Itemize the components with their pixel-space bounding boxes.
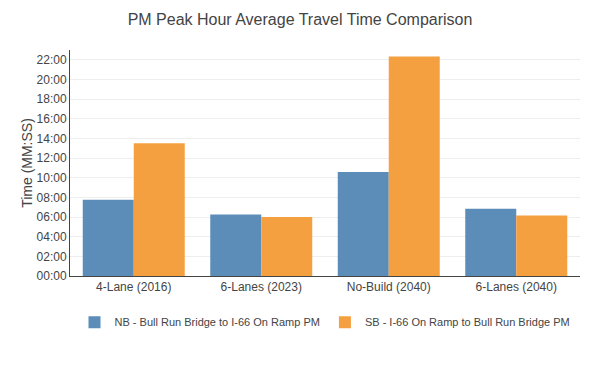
svg-text:04:00: 04:00 (37, 230, 67, 244)
svg-text:12:00: 12:00 (37, 151, 67, 165)
svg-text:Time (MM:SS): Time (MM:SS) (19, 118, 35, 208)
svg-text:18:00: 18:00 (37, 92, 67, 106)
svg-text:22:00: 22:00 (37, 53, 67, 67)
svg-text:16:00: 16:00 (37, 112, 67, 126)
svg-text:NB - Bull Run Bridge to I-66 O: NB - Bull Run Bridge to I-66 On Ramp PM (115, 316, 320, 328)
svg-text:00:00: 00:00 (37, 269, 67, 283)
svg-text:20:00: 20:00 (37, 73, 67, 87)
svg-text:14:00: 14:00 (37, 132, 67, 146)
svg-text:08:00: 08:00 (37, 191, 67, 205)
svg-text:No-Build (2040): No-Build (2040) (347, 280, 431, 294)
svg-text:PM Peak Hour Average Travel Ti: PM Peak Hour Average Travel Time Compari… (128, 11, 473, 28)
svg-text:02:00: 02:00 (37, 250, 67, 264)
svg-text:4-Lane (2016): 4-Lane (2016) (96, 280, 171, 294)
svg-text:SB - I-66 On Ramp to Bull Run: SB - I-66 On Ramp to Bull Run Bridge PM (365, 316, 570, 328)
svg-text:6-Lanes (2023): 6-Lanes (2023) (221, 280, 302, 294)
svg-text:06:00: 06:00 (37, 210, 67, 224)
svg-text:10:00: 10:00 (37, 171, 67, 185)
svg-text:6-Lanes (2040): 6-Lanes (2040) (476, 280, 557, 294)
